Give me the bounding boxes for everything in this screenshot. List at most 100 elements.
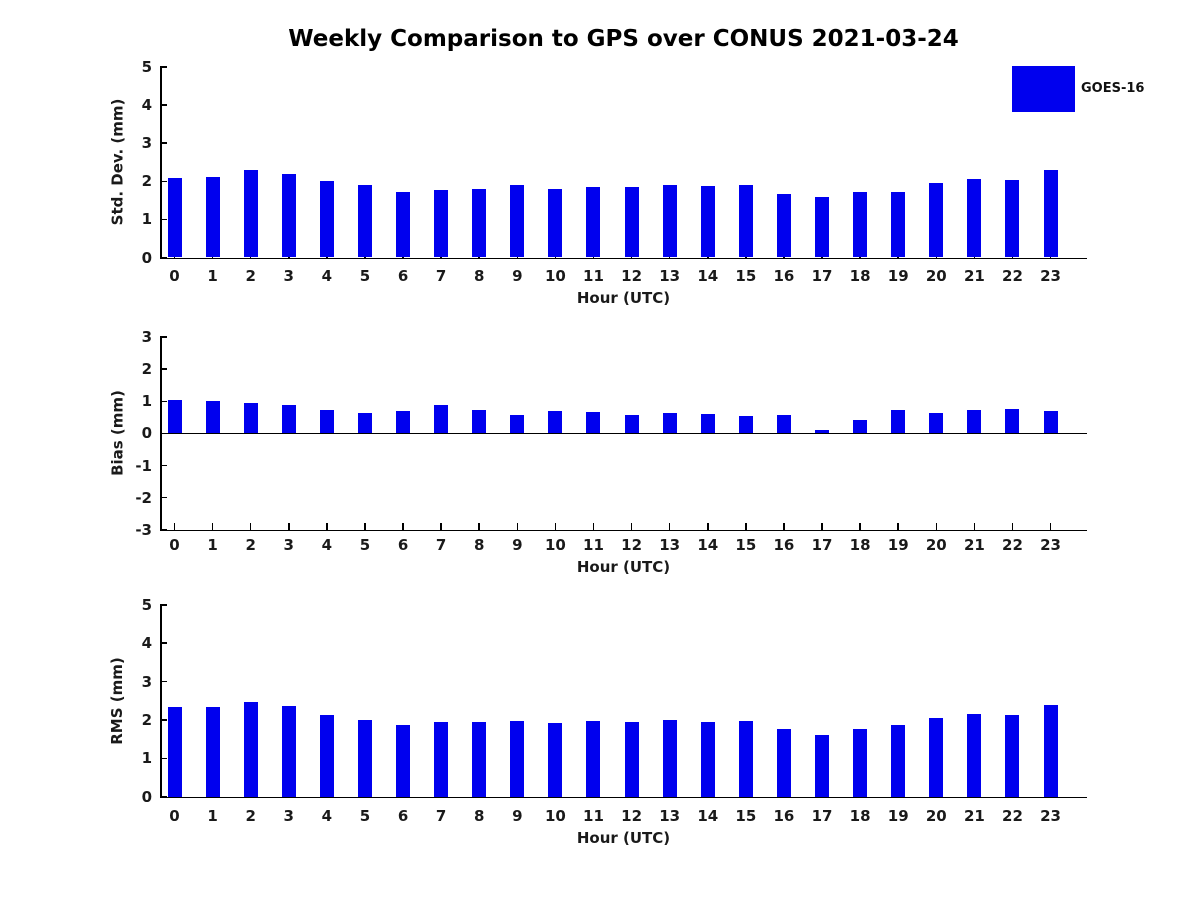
bar-hour-22 xyxy=(1005,180,1020,258)
y-axis-label: Bias (mm) xyxy=(108,390,126,477)
x-tick-label-16: 16 xyxy=(773,267,795,285)
y-tick-label-1: 1 xyxy=(141,392,152,411)
bar-hour-9 xyxy=(510,184,525,258)
bar-hour-6 xyxy=(396,410,411,434)
bar-hour-21 xyxy=(967,713,982,797)
x-tick-label-12: 12 xyxy=(621,536,643,554)
bar-hour-21 xyxy=(967,410,982,434)
y-tick-label-2: 2 xyxy=(141,172,152,191)
bar-hour-5 xyxy=(357,412,372,434)
x-tick-label-18: 18 xyxy=(849,807,871,825)
x-tick-label-23: 23 xyxy=(1040,267,1061,285)
bar-hour-7 xyxy=(434,722,449,797)
bar-hour-1 xyxy=(205,707,220,797)
x-tick-12 xyxy=(630,522,633,530)
bar-hour-16 xyxy=(776,414,791,434)
x-axis-spine xyxy=(160,529,1087,532)
bar-hour-13 xyxy=(662,184,677,258)
bar-hour-18 xyxy=(853,728,868,797)
x-tick-label-9: 9 xyxy=(512,807,523,825)
y-tick-label-3: 3 xyxy=(141,672,152,691)
x-tick-label-0: 0 xyxy=(169,807,180,825)
x-tick-3 xyxy=(287,522,290,530)
y-tick-3 xyxy=(160,680,167,683)
bar-hour-13 xyxy=(662,720,677,797)
bar-hour-18 xyxy=(853,191,868,258)
y-tick-label-4: 4 xyxy=(141,634,152,653)
y-tick-label-5: 5 xyxy=(141,595,152,614)
x-tick-label-15: 15 xyxy=(735,536,757,554)
bar-hour-0 xyxy=(167,707,182,797)
x-tick-label-2: 2 xyxy=(245,807,256,825)
y-tick-3 xyxy=(160,142,167,144)
y-tick-2 xyxy=(160,719,167,721)
y-tick-label-0: 0 xyxy=(141,248,152,267)
legend-label-goes16: GOES-16 xyxy=(1081,81,1145,96)
bar-hour-23 xyxy=(1043,704,1058,797)
y-tick-label-4: 4 xyxy=(141,96,152,115)
chart-title: Weekly Comparison to GPS over CONUS 2021… xyxy=(288,26,959,52)
x-tick-0 xyxy=(173,522,176,530)
y-tick-5 xyxy=(160,604,167,606)
x-tick-label-14: 14 xyxy=(697,267,719,285)
x-tick-label-22: 22 xyxy=(1002,807,1023,825)
bar-hour-10 xyxy=(548,723,563,797)
x-tick-13 xyxy=(668,522,671,530)
x-tick-label-0: 0 xyxy=(169,267,180,285)
x-tick-19 xyxy=(897,522,899,530)
bar-hour-12 xyxy=(624,187,639,258)
bar-hour-22 xyxy=(1005,408,1020,434)
y-tick-2 xyxy=(160,368,167,371)
x-axis-label: Hour (UTC) xyxy=(576,558,671,576)
y-axis-spine xyxy=(160,604,162,799)
bar-hour-17 xyxy=(815,430,830,434)
y-tick-label--2: -2 xyxy=(135,488,152,507)
x-tick-label-2: 2 xyxy=(245,267,256,285)
y-tick-4 xyxy=(160,104,167,106)
bar-hour-11 xyxy=(586,187,601,258)
bar-hour-12 xyxy=(624,415,639,434)
x-tick-label-4: 4 xyxy=(321,536,333,554)
y-tick-3 xyxy=(160,336,167,338)
y-axis-label: RMS (mm) xyxy=(107,657,126,745)
y-axis-spine xyxy=(160,67,162,260)
y-tick-label-2: 2 xyxy=(141,360,152,379)
x-tick-label-15: 15 xyxy=(735,807,757,825)
x-tick-label-0: 0 xyxy=(169,536,180,554)
x-tick-label-3: 3 xyxy=(283,536,294,554)
bar-hour-10 xyxy=(548,411,563,434)
x-tick-label-1: 1 xyxy=(207,807,218,825)
x-tick-2 xyxy=(249,522,252,530)
bar-hour-6 xyxy=(396,724,411,797)
y-tick-label-5: 5 xyxy=(141,58,152,76)
x-tick-label-3: 3 xyxy=(283,807,294,825)
x-tick-10 xyxy=(554,522,557,530)
bar-hour-3 xyxy=(281,706,296,797)
x-tick-9 xyxy=(516,522,519,530)
x-tick-16 xyxy=(783,522,785,530)
x-tick-label-16: 16 xyxy=(773,536,795,554)
bar-hour-2 xyxy=(243,169,258,258)
bar-hour-9 xyxy=(510,414,525,434)
bar-hour-20 xyxy=(929,412,944,434)
bar-hour-14 xyxy=(700,413,715,434)
bar-hour-19 xyxy=(891,410,906,434)
bar-hour-4 xyxy=(319,715,334,797)
bar-hour-17 xyxy=(815,196,830,258)
bar-hour-11 xyxy=(586,721,601,797)
x-tick-label-5: 5 xyxy=(359,807,371,825)
bar-hour-3 xyxy=(281,404,296,434)
x-tick-label-18: 18 xyxy=(849,536,871,554)
bar-hour-2 xyxy=(243,701,258,797)
x-tick-label-19: 19 xyxy=(887,267,909,285)
bar-hour-11 xyxy=(586,411,601,434)
x-tick-6 xyxy=(402,522,404,530)
x-tick-label-8: 8 xyxy=(474,267,485,285)
x-tick-7 xyxy=(440,522,442,530)
bar-hour-19 xyxy=(891,724,906,797)
y-tick-label--3: -3 xyxy=(135,520,152,539)
x-tick-label-1: 1 xyxy=(207,536,218,554)
x-tick-5 xyxy=(364,522,366,530)
y-tick-label-3: 3 xyxy=(141,328,152,347)
x-tick-label-2: 2 xyxy=(245,536,256,554)
